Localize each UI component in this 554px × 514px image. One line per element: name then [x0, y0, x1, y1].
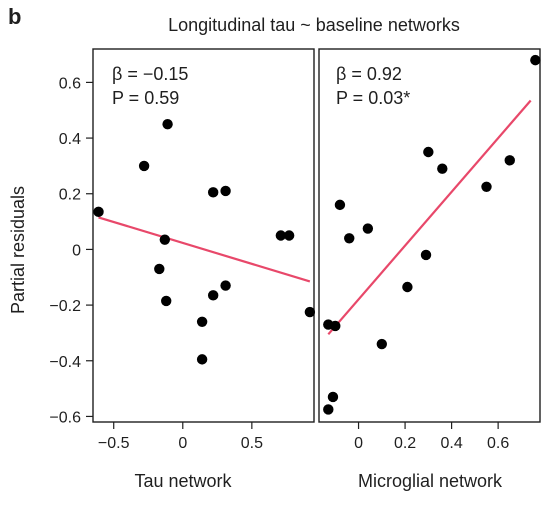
data-point — [196, 316, 208, 327]
data-point — [334, 199, 346, 211]
data-point — [162, 118, 173, 130]
x-tick-label: 0 — [178, 435, 187, 452]
data-point — [161, 295, 172, 307]
data-point — [159, 234, 171, 245]
data-point — [423, 146, 434, 158]
p-value-annotation: P = 0.59 — [112, 88, 179, 108]
data-point — [323, 404, 334, 415]
data-point — [220, 280, 231, 291]
beta-annotation: β = 0.92 — [336, 64, 402, 84]
data-point — [196, 354, 208, 365]
y-tick-label: 0.4 — [59, 131, 81, 148]
data-point — [220, 185, 231, 197]
y-tick-label: −0.6 — [49, 409, 81, 426]
y-tick-label: 0.2 — [59, 187, 81, 204]
data-point — [283, 230, 295, 241]
x-axis-title: Tau network — [134, 471, 232, 491]
panel-tau-network: β = −0.15 P = 0.59 Tau network −0.5 0 0.5 −… — [49, 48, 316, 491]
panel-microglial-network: β = 0.92 P = 0.03* Microglial network 0 0… — [318, 48, 541, 491]
x-tick-label: −0.5 — [98, 435, 130, 452]
data-point — [330, 320, 341, 332]
data-point — [207, 187, 219, 198]
data-point — [154, 263, 165, 275]
x-tick-label: 0.5 — [241, 435, 263, 452]
data-point — [275, 230, 287, 241]
data-point — [304, 306, 316, 318]
data-point — [138, 160, 150, 172]
data-point — [481, 181, 492, 192]
x-tick-label: 0.4 — [440, 435, 462, 452]
data-point — [376, 338, 388, 350]
y-tick-label: −0.4 — [49, 354, 81, 371]
data-point — [402, 281, 413, 293]
y-tick-label: 0.6 — [59, 75, 81, 92]
y-tick-label: −0.2 — [49, 298, 81, 315]
x-tick-label: 0.6 — [487, 435, 509, 452]
data-point — [344, 233, 355, 244]
panel-letter: b — [8, 4, 21, 29]
panel-frame — [92, 48, 315, 423]
data-point — [437, 163, 448, 174]
y-axis-title: Partial residuals — [8, 186, 28, 314]
x-tick-label: 0.2 — [394, 435, 416, 452]
x-tick-label: 0 — [354, 435, 363, 452]
p-value-annotation: P = 0.03* — [336, 88, 410, 108]
data-point — [93, 206, 104, 218]
data-point — [420, 249, 432, 261]
data-point — [504, 155, 515, 166]
data-point — [327, 391, 339, 403]
panel-frame — [318, 48, 541, 423]
data-point — [207, 290, 219, 301]
y-tick-label: 0 — [72, 242, 81, 259]
figure-title: Longitudinal tau ~ baseline networks — [168, 15, 460, 35]
regression-line — [98, 216, 311, 283]
x-axis-title: Microglial network — [358, 471, 503, 491]
regression-line — [327, 99, 532, 336]
data-point — [362, 223, 374, 234]
beta-annotation: β = −0.15 — [112, 64, 188, 84]
data-point — [530, 54, 541, 66]
